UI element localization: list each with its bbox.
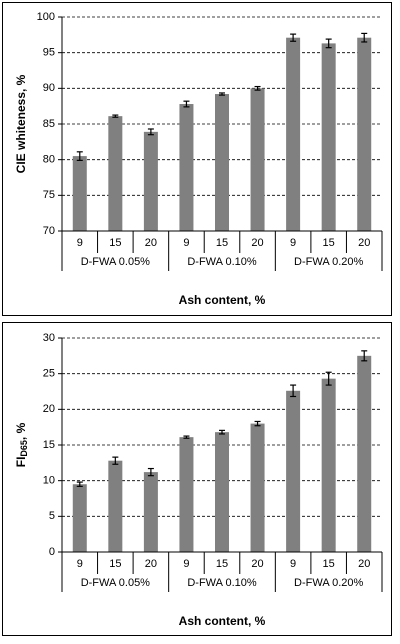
x-tick-label: 15 (216, 237, 228, 249)
group-label: D-FWA 0.05% (81, 577, 150, 589)
bar (286, 37, 301, 231)
y-tick-label: 30 (43, 332, 55, 344)
bar (72, 156, 87, 231)
error-bar (147, 467, 154, 477)
error-bar (361, 32, 368, 43)
x-tick-label: 9 (290, 558, 296, 570)
error-bar (183, 435, 190, 439)
group-label: D-FWA 0.20% (294, 577, 363, 589)
bar (250, 423, 265, 552)
x-tick-label: 15 (323, 558, 335, 570)
x-tick-label: 9 (77, 558, 83, 570)
bar (72, 484, 87, 552)
error-bar (219, 92, 225, 96)
error-bar (254, 85, 261, 91)
x-tick-label: 15 (323, 237, 335, 249)
group-label: D-FWA 0.10% (187, 577, 256, 589)
bar (215, 432, 229, 552)
x-tick-label: 20 (358, 558, 370, 570)
y-tick-label: 95 (43, 47, 55, 59)
x-tick-label: 20 (358, 237, 370, 249)
bar (321, 378, 336, 552)
bar (357, 355, 372, 552)
x-tick-label: 20 (251, 237, 263, 249)
chart-frame (2, 322, 392, 636)
error-bar (76, 481, 83, 487)
x-tick-label: 20 (145, 237, 157, 249)
y-tick-label: 15 (43, 439, 55, 451)
chart-frame (2, 2, 392, 316)
error-bar (147, 128, 154, 136)
y-label-main: FI (14, 457, 28, 468)
error-bar (219, 429, 225, 435)
error-bar (325, 38, 332, 49)
y-tick-label: 75 (43, 189, 55, 201)
group-label: D-FWA 0.10% (187, 256, 256, 268)
bar (108, 116, 123, 231)
bar (179, 437, 194, 552)
x-axis-label: Ash content, % (179, 293, 266, 307)
x-tick-label: 15 (109, 558, 121, 570)
y-label-main: CIE whiteness, % (14, 74, 28, 173)
y-tick-label: 25 (43, 368, 55, 380)
error-bar (254, 420, 261, 427)
error-bar (76, 151, 83, 161)
y-tick-label: 0 (49, 546, 55, 558)
bar (357, 37, 372, 231)
y-tick-label: 70 (43, 225, 55, 237)
x-tick-label: 15 (109, 237, 121, 249)
x-tick-label: 9 (290, 237, 296, 249)
x-tick-label: 20 (251, 558, 263, 570)
y-axis-label: CIE whiteness, % (14, 74, 28, 173)
y-tick-label: 90 (43, 82, 55, 94)
y-tick-label: 85 (43, 118, 55, 130)
error-bar (290, 384, 297, 398)
error-bar (112, 456, 119, 465)
error-bar (325, 371, 332, 386)
x-tick-label: 9 (183, 558, 189, 570)
x-tick-label: 20 (145, 558, 157, 570)
bar (321, 43, 336, 231)
y-tick-label: 100 (37, 11, 55, 23)
bar (143, 472, 158, 552)
y-tick-label: 80 (43, 154, 55, 166)
bar (143, 131, 158, 231)
x-tick-label: 15 (216, 558, 228, 570)
x-axis-label: Ash content, % (179, 614, 266, 628)
y-axis-label: FID65, % (14, 422, 29, 467)
x-tick-label: 9 (77, 237, 83, 249)
group-label: D-FWA 0.20% (294, 256, 363, 268)
y-tick-label: 5 (49, 510, 55, 522)
y-tick-label: 10 (43, 475, 55, 487)
bar (108, 460, 123, 552)
bar (250, 88, 265, 231)
bar (286, 390, 301, 552)
error-bar (361, 350, 368, 362)
y-label-sub: D65 (19, 440, 29, 457)
error-bar (290, 33, 297, 42)
error-bar (112, 114, 119, 118)
error-bar (183, 100, 190, 108)
y-label-suffix: , % (14, 422, 28, 440)
x-tick-label: 9 (183, 237, 189, 249)
bar (179, 104, 194, 231)
y-tick-label: 20 (43, 403, 55, 415)
bar (215, 94, 229, 231)
group-label: D-FWA 0.05% (81, 256, 150, 268)
